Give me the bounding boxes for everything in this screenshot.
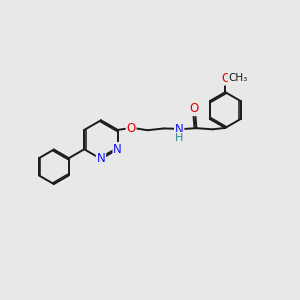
Text: N: N: [113, 143, 122, 156]
Text: H: H: [175, 133, 183, 143]
Text: N: N: [97, 152, 105, 165]
Text: N: N: [175, 123, 184, 136]
Text: O: O: [126, 122, 136, 135]
Text: O: O: [222, 72, 231, 85]
Text: CH₃: CH₃: [228, 73, 248, 83]
Text: O: O: [190, 102, 199, 115]
